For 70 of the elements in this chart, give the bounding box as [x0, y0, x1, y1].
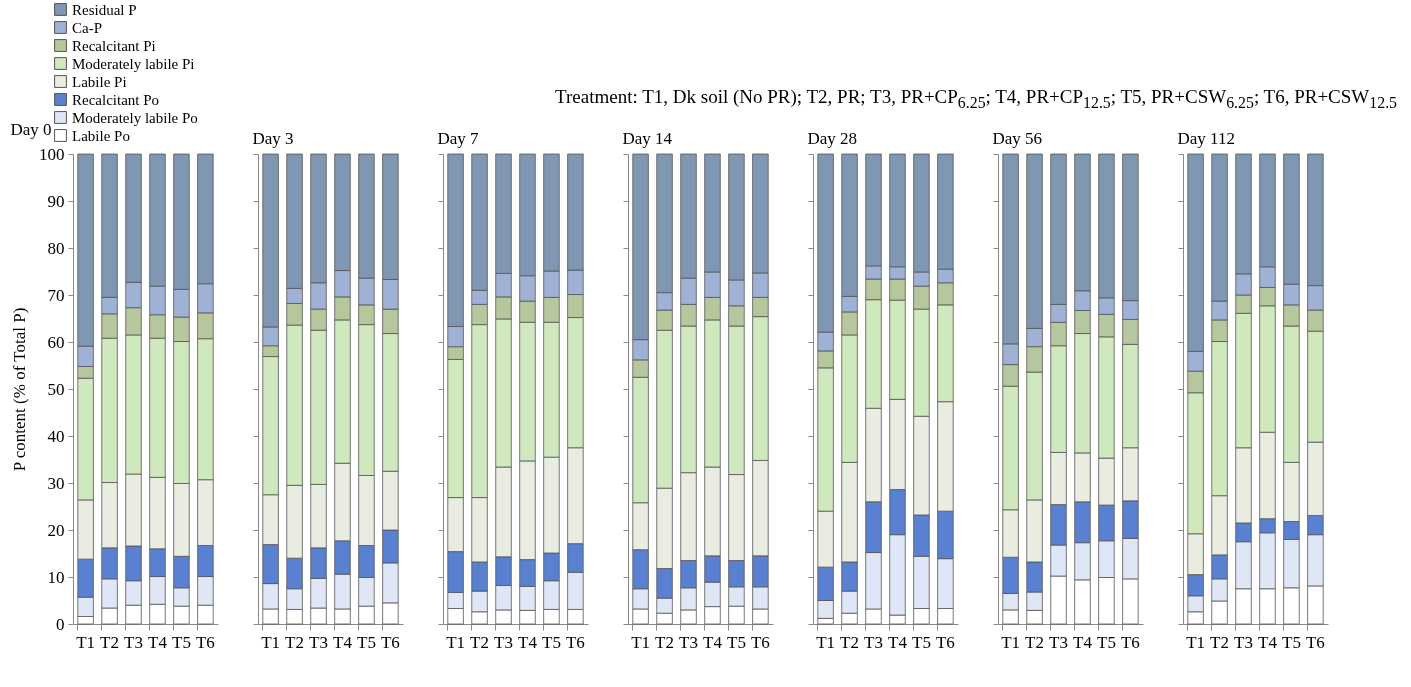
x-tick-label: T5 — [727, 632, 746, 652]
x-tick-label: T5 — [912, 632, 931, 652]
x-tick-label: T4 — [518, 632, 538, 652]
x-tick-label: T6 — [750, 632, 770, 652]
y-tick-label: 80 — [47, 238, 65, 258]
x-tick-label: T2 — [655, 632, 674, 652]
x-tick-label: T1 — [446, 632, 466, 652]
x-tick-label: T3 — [679, 632, 698, 652]
x-tick-label: T4 — [1258, 632, 1278, 652]
x-tick-label: T5 — [357, 632, 376, 652]
y-tick-label: 10 — [47, 567, 65, 587]
chart-title: Day 28 — [807, 128, 858, 148]
x-tick-label: T4 — [703, 632, 723, 652]
x-tick-label: T4 — [888, 632, 908, 652]
y-tick-label: 60 — [47, 332, 65, 352]
y-tick-label: 50 — [47, 379, 65, 399]
y-tick-label: 90 — [47, 191, 65, 211]
y-tick-label: 20 — [47, 520, 65, 540]
x-tick-label: T1 — [261, 632, 281, 652]
legend-label: Ca-P — [72, 19, 102, 36]
chart-title: Day 7 — [437, 128, 480, 148]
x-tick-label: T1 — [631, 632, 651, 652]
x-tick-label: T6 — [565, 632, 585, 652]
y-tick-label: 0 — [56, 614, 65, 634]
chart-title: Day 3 — [252, 128, 294, 148]
x-tick-label: T1 — [1001, 632, 1021, 652]
x-tick-label: T4 — [1073, 632, 1093, 652]
chart-title: Day 56 — [992, 128, 1043, 148]
x-tick-label: T5 — [542, 632, 561, 652]
y-axis-title: P content (% of Total P) — [10, 307, 29, 472]
legend-label: Recalcitant Pi — [72, 37, 156, 54]
legend-label: Residual P — [72, 1, 137, 18]
legend-label: Labile Pi — [72, 73, 127, 90]
x-tick-label: T6 — [1305, 632, 1325, 652]
x-tick-label: T1 — [1186, 632, 1206, 652]
x-tick-label: T2 — [840, 632, 859, 652]
x-tick-label: T2 — [100, 632, 119, 652]
legend-label: Recalcitant Po — [72, 91, 160, 108]
x-tick-label: T5 — [172, 632, 191, 652]
legend-label: Labile Po — [72, 127, 130, 144]
y-tick-label: 30 — [47, 473, 65, 493]
chart-title: Day 14 — [622, 128, 673, 148]
x-tick-label: T3 — [1049, 632, 1068, 652]
x-tick-label: T4 — [148, 632, 168, 652]
x-tick-label: T6 — [1120, 632, 1140, 652]
chart-title: Day 112 — [1177, 128, 1235, 148]
x-tick-label: T1 — [76, 632, 96, 652]
legend-label: Moderately labile Pi — [72, 55, 195, 72]
x-tick-label: T5 — [1097, 632, 1116, 652]
x-tick-label: T2 — [1210, 632, 1229, 652]
x-tick-label: T4 — [333, 632, 353, 652]
x-tick-label: T2 — [1025, 632, 1044, 652]
y-tick-label: 100 — [39, 144, 65, 164]
x-tick-label: T2 — [285, 632, 304, 652]
x-tick-label: T6 — [380, 632, 400, 652]
y-tick-label: 70 — [47, 285, 65, 305]
text: Treatment: T1, Dk soil (No PR); T2, PR; T3, PR+CP$_{6.25}$; T4, PR+CP$_{12.5}$; T5, PR+CSW$_{6.25}$; T6, PR+CSW$_{12.5}$ — [555, 86, 1397, 112]
legend-label: Moderately labile Po — [72, 109, 198, 126]
x-tick-label: T1 — [816, 632, 836, 652]
x-tick-label: T5 — [1282, 632, 1301, 652]
y-tick-label: 40 — [47, 426, 65, 446]
x-tick-label: T3 — [494, 632, 513, 652]
x-tick-label: T3 — [124, 632, 143, 652]
x-tick-label: T2 — [470, 632, 489, 652]
x-tick-label: T6 — [195, 632, 215, 652]
chart-title: Day 0 — [10, 120, 52, 139]
x-tick-label: T3 — [864, 632, 883, 652]
x-tick-label: T6 — [935, 632, 955, 652]
x-tick-label: T3 — [309, 632, 328, 652]
x-tick-label: T3 — [1234, 632, 1253, 652]
